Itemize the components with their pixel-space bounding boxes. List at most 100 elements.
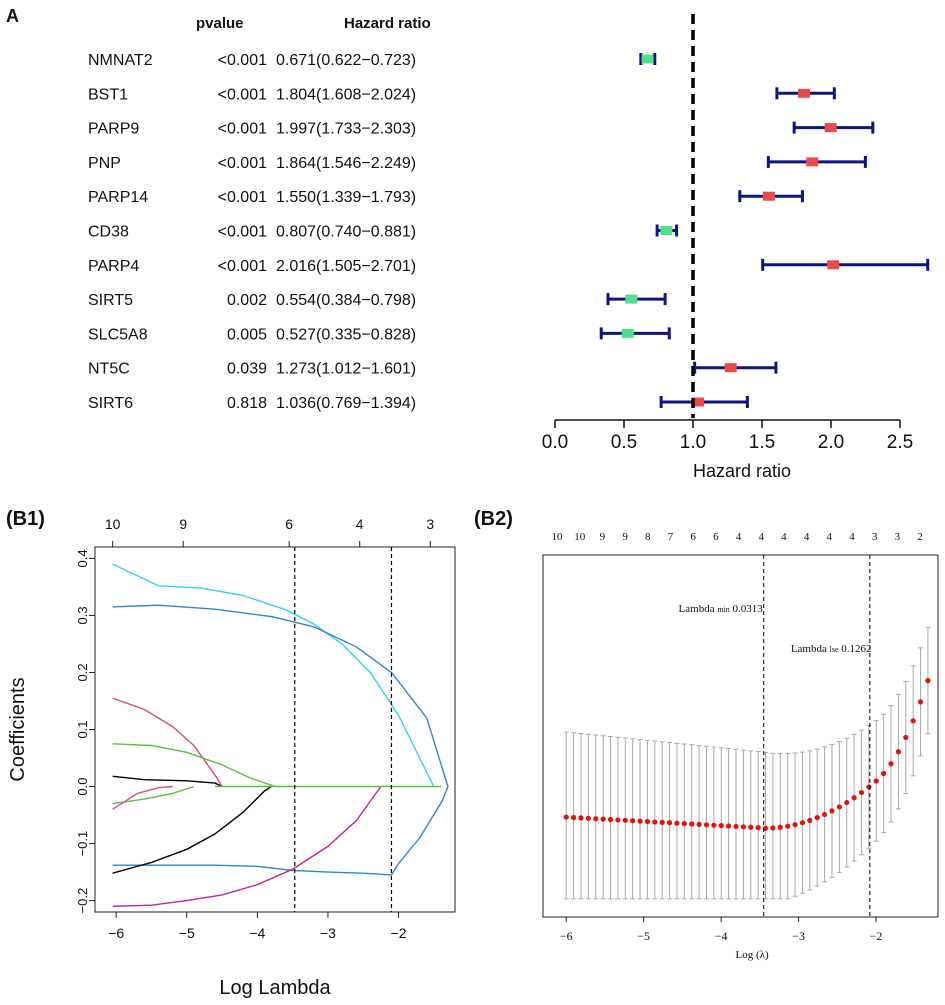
cv-point-group	[652, 740, 658, 900]
hazard-ratio-cell: 0.671(0.622−0.723)	[276, 52, 416, 69]
hr-point	[724, 363, 737, 373]
b1-top-tick-label: 4	[356, 516, 364, 532]
cv-point	[652, 819, 658, 825]
forest-x-axis: 0.0 0.5 1.0 1.5 2.0 2.5	[542, 419, 913, 453]
cv-point-group	[873, 720, 879, 842]
cv-point	[666, 820, 673, 826]
b1-axes: −6 −5 −4 −3 −2 −0.2 −0.1 0.0 0.1 0.2 0.3 0.4 10 9 6 4 3	[75, 516, 434, 941]
hr-point	[797, 88, 810, 98]
forest-row-marks	[766, 155, 867, 168]
cv-point-group	[637, 739, 643, 900]
b1-x-tick-label: −6	[108, 925, 124, 941]
cv-point	[829, 808, 835, 814]
pvalue-cell: <0.001	[218, 155, 267, 172]
cv-point	[903, 734, 909, 741]
cv-point	[873, 778, 879, 784]
pvalue-cell: <0.001	[218, 121, 267, 138]
b2-x-tick-label: −3	[792, 929, 805, 943]
cv-point	[615, 817, 621, 823]
pvalue-cell: <0.001	[218, 52, 267, 69]
cv-point-group	[726, 748, 732, 900]
cv-point-group	[659, 741, 665, 900]
hazard-ratio-cell: 1.550(1.339−1.793)	[276, 189, 416, 206]
cv-point	[563, 814, 569, 820]
cv-point-group	[674, 742, 680, 900]
cv-point-group	[689, 744, 695, 900]
cv-point-group	[910, 665, 916, 777]
cv-point-group	[821, 746, 828, 883]
cv-point-group	[615, 736, 621, 900]
coef-path-black_small	[112, 775, 223, 788]
b1-y-tick-label: −0.2	[75, 888, 90, 914]
cv-point-group	[836, 740, 842, 873]
cv-point-group	[903, 680, 909, 795]
cv-point	[585, 815, 591, 821]
cv-point	[888, 761, 894, 767]
pvalue-cell: 0.039	[227, 361, 267, 378]
b2-top-label: 4	[827, 531, 833, 543]
cv-point-group	[585, 733, 591, 900]
cv-point	[703, 822, 710, 828]
lambda-annotation-sub: min	[717, 605, 729, 614]
coef-path-cyan	[112, 563, 435, 787]
gene-label: BST1	[88, 86, 128, 103]
hr-point	[660, 226, 673, 235]
cv-point	[696, 821, 702, 827]
lambda-annotation: Lambda min 0.0313	[679, 603, 764, 615]
forest-row-marks	[655, 224, 679, 237]
forest-row-marks	[606, 293, 667, 306]
forest-row-marks	[639, 53, 657, 65]
cv-point	[762, 825, 769, 831]
lambda-annotation-main: Lambda	[679, 603, 718, 615]
cv-point-group	[711, 746, 717, 900]
hazard-ratio-cell: 1.864(1.546−2.249)	[276, 155, 416, 172]
cv-point-group	[593, 734, 599, 900]
b2-x-tick-label: −2	[870, 929, 883, 943]
b1-y-label: Coefficients	[7, 677, 29, 781]
cv-point	[622, 817, 628, 823]
b1-y-tick-label: 0.4	[75, 549, 90, 567]
b2-x-label: Log (λ)	[736, 949, 769, 961]
forest-row-marks	[775, 87, 836, 100]
cv-point	[881, 770, 887, 777]
hr-point	[762, 191, 775, 201]
b1-y-tick-label: 0.1	[75, 720, 90, 738]
cv-point	[925, 678, 931, 684]
lambda-annotation-value: 0.0313	[730, 603, 764, 615]
forest-tick-label: 0.0	[542, 432, 568, 453]
cv-point-group	[578, 733, 584, 900]
forest-row-marks	[693, 361, 778, 374]
cv-point-group	[622, 737, 628, 900]
lambda-annotation-sub: lse	[830, 645, 839, 654]
pvalue-header: pvalue	[196, 15, 244, 32]
hazard-ratio-cell: 0.554(0.384−0.798)	[276, 292, 416, 309]
b2-axes: −6 −5 −4 −3 −2 10 10 9 9 8 7 6 6 4 4 4 4 4 4 3 3 2	[552, 531, 923, 943]
cv-point-group	[925, 627, 931, 735]
cv-point	[637, 818, 643, 824]
cv-point-group	[748, 750, 754, 900]
cv-point	[770, 825, 776, 831]
cv-point-group	[799, 751, 806, 894]
b1-top-tick-label: 3	[426, 516, 434, 532]
cv-point	[895, 749, 902, 755]
cv-point	[755, 825, 761, 831]
cv-point	[836, 804, 842, 810]
cv-point	[659, 819, 665, 825]
cv-point	[733, 823, 739, 830]
hazard-ratio-header: Hazard ratio	[344, 15, 431, 32]
gene-label: NT5C	[88, 361, 130, 378]
b1-coefficient-paths	[112, 547, 449, 912]
cv-point	[711, 822, 717, 828]
coef-path-blue	[112, 604, 449, 876]
cv-point-group	[718, 747, 724, 900]
coef-path-green	[112, 743, 276, 788]
b1-x-tick-label: −4	[249, 925, 265, 941]
cv-point-group	[844, 737, 850, 868]
b2-top-label: 7	[668, 531, 674, 543]
coef-path-rose	[112, 697, 223, 787]
b2-top-label: 4	[804, 531, 810, 543]
pvalue-cell: <0.001	[218, 224, 267, 241]
forest-tick-label: 1.0	[680, 432, 706, 453]
gene-label: PNP	[88, 155, 121, 172]
cv-point	[785, 823, 791, 829]
